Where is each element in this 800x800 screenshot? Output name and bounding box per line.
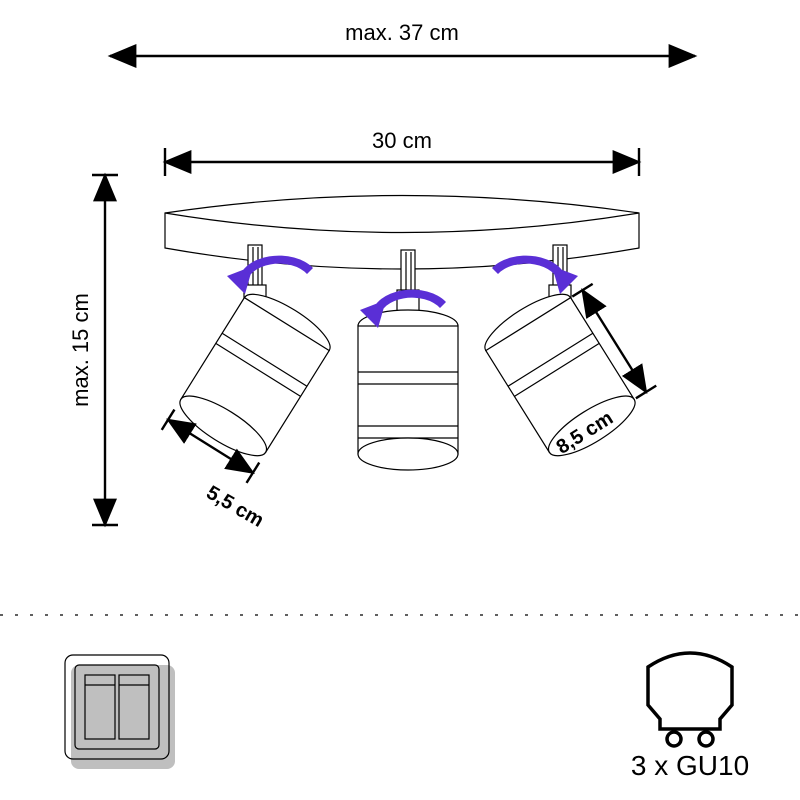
dim-overall-width-label: max. 37 cm <box>345 20 459 45</box>
dim-plate-width-label: 30 cm <box>372 128 432 153</box>
dimension-diagram: max. 37 cm 30 cm max. 15 cm <box>0 0 800 800</box>
dim-spot-diameter-label: 5,5 cm <box>203 482 268 532</box>
dim-height: max. 15 cm <box>68 175 118 525</box>
wall-switch-icon <box>65 655 175 769</box>
spot-center <box>358 250 458 470</box>
rotation-arrow-left <box>227 256 313 294</box>
dim-height-label: max. 15 cm <box>68 293 93 407</box>
dim-overall-width: max. 37 cm <box>110 20 695 56</box>
dim-plate-width: 30 cm <box>165 128 639 176</box>
bulb-icon <box>648 653 732 746</box>
bulb-spec-label: 3 x GU10 <box>631 750 749 781</box>
